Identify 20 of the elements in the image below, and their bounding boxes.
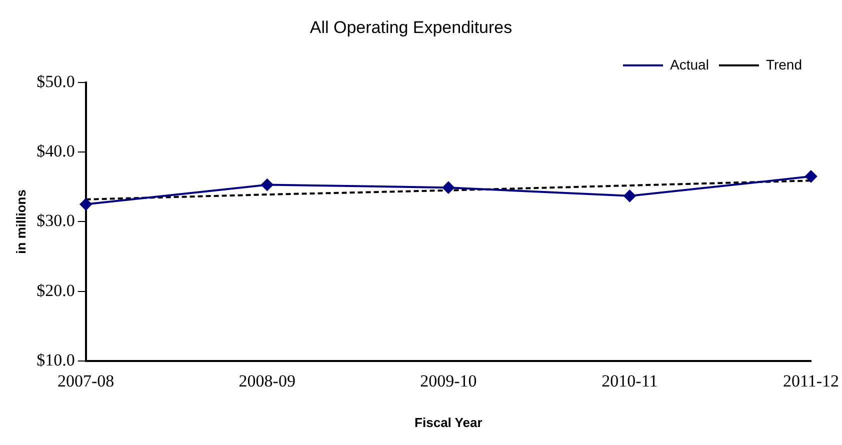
x-tick-label: 2011-12 (782, 372, 839, 391)
x-axis-title: Fiscal Year (414, 414, 482, 430)
point (442, 182, 454, 194)
y-tick-label: $50.0 (36, 72, 75, 91)
y-tick-label: $30.0 (36, 211, 75, 230)
point (804, 170, 817, 182)
x-tick-label: 2010-11 (602, 372, 658, 391)
chart-title: All Operating Expenditures (310, 18, 512, 37)
x-tick-label: 2008-09 (238, 372, 296, 391)
point (80, 198, 92, 210)
x-tick-label: 2009-10 (420, 372, 477, 391)
y-tick-label: $10.0 (36, 350, 75, 370)
y-tick-label: $20.0 (36, 280, 75, 300)
legend-label: Trend (766, 56, 802, 72)
point (624, 190, 636, 202)
y-axis-title: in millions (13, 190, 28, 254)
y-tick-label: $40.0 (36, 142, 75, 161)
point (261, 178, 274, 191)
x-tick-label: 2007-08 (58, 372, 114, 391)
legend-label: Actual (670, 56, 709, 72)
